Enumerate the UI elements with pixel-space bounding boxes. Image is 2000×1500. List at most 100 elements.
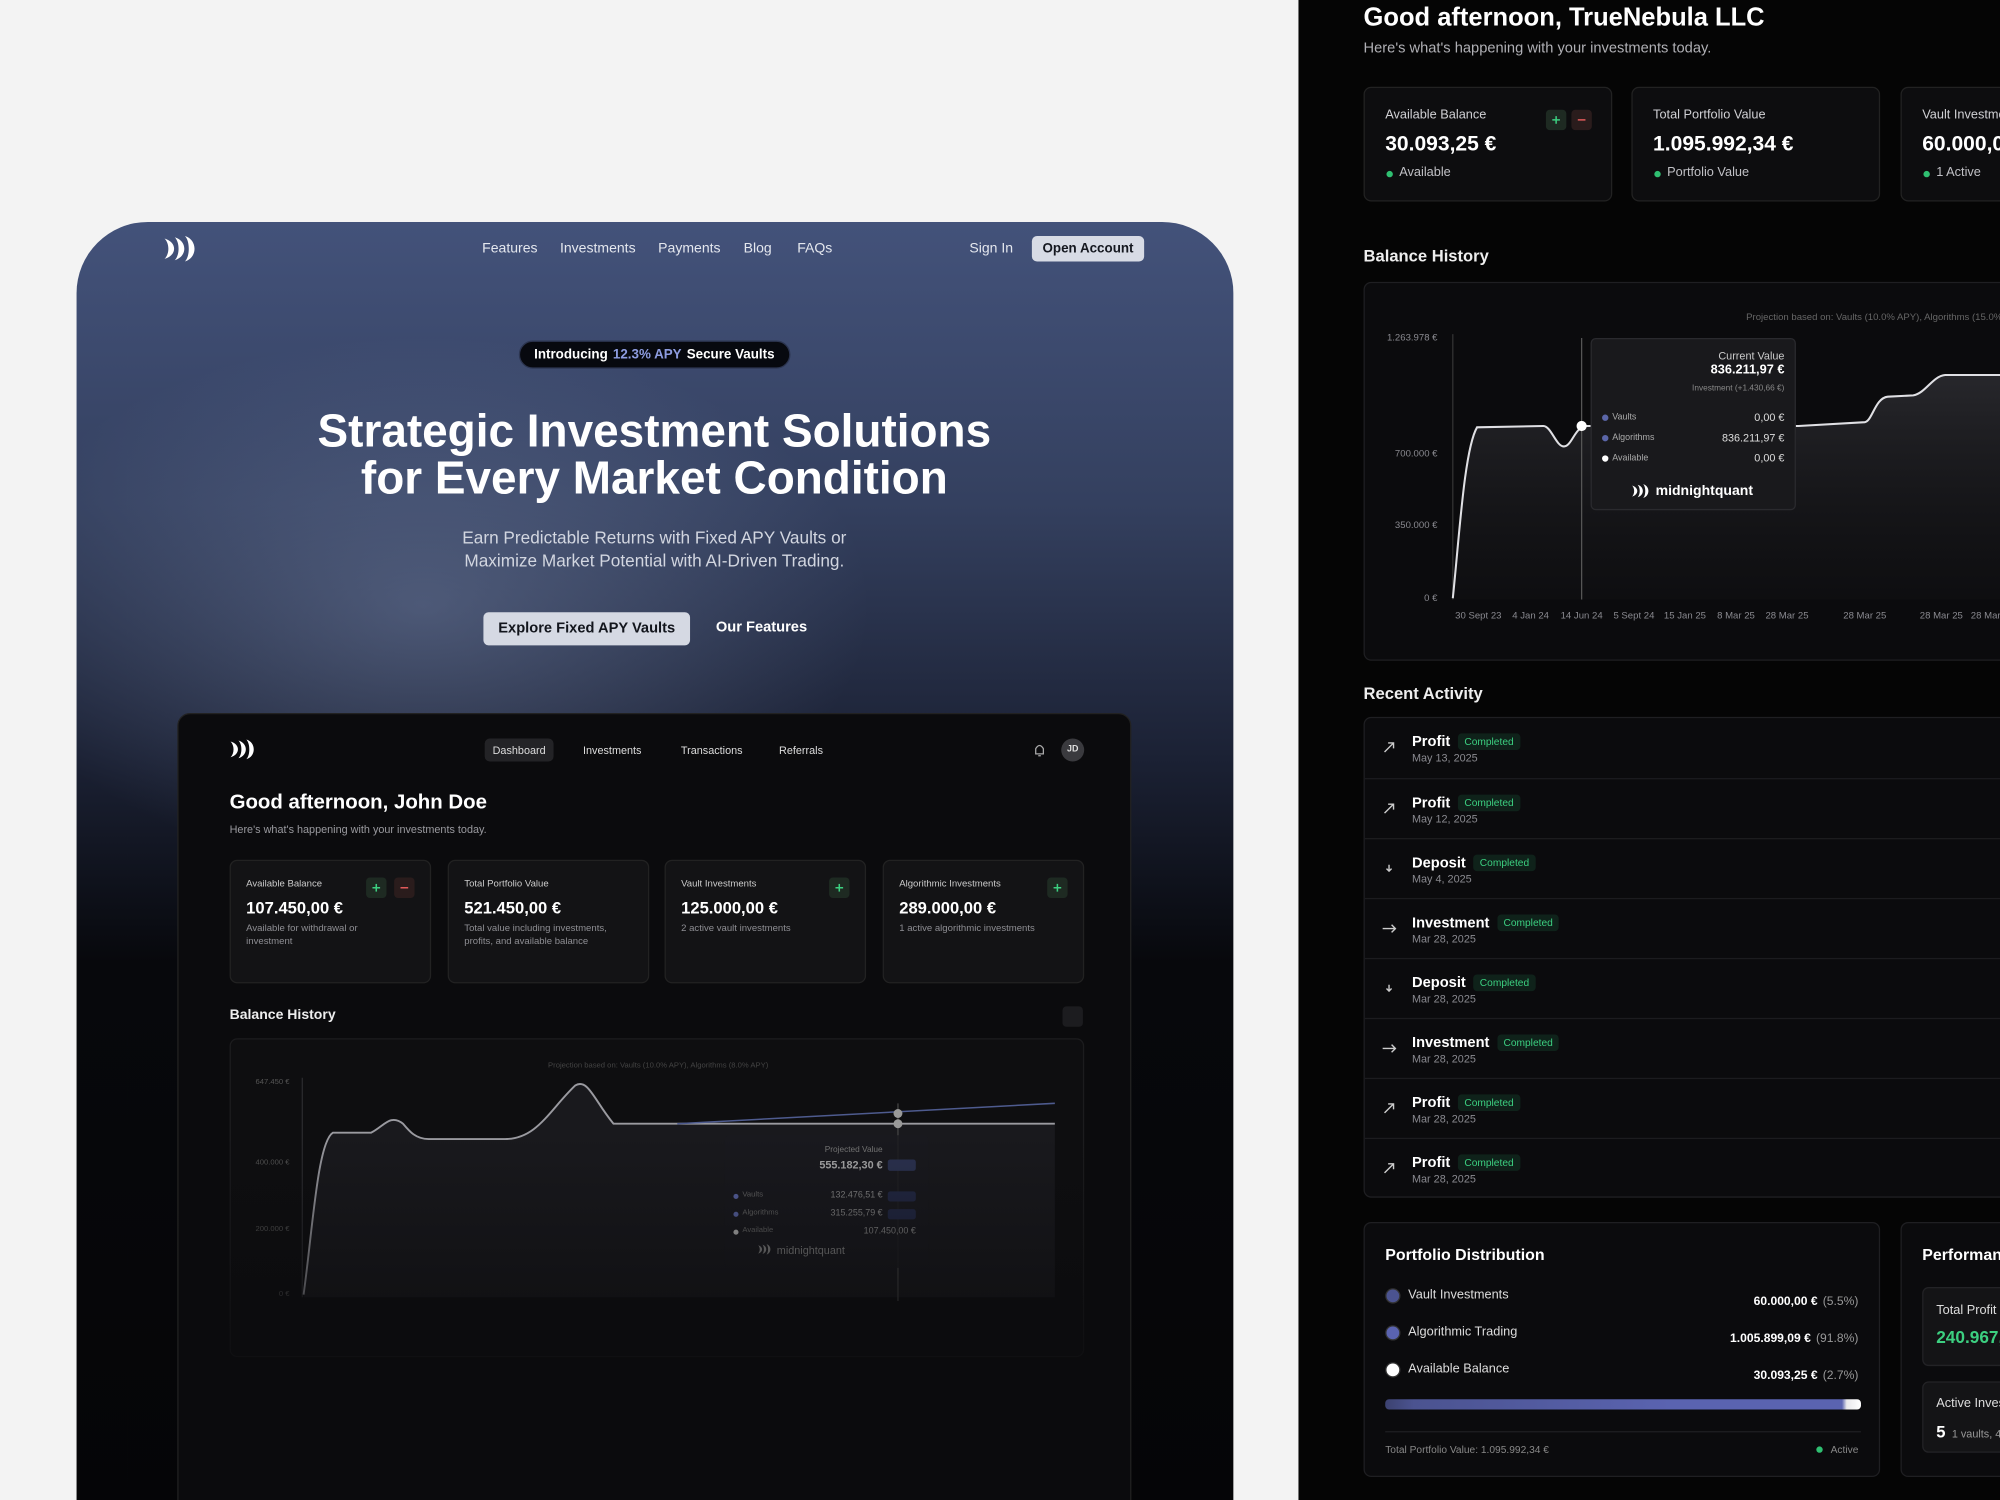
activity-type: Profit: [1411, 734, 1451, 750]
x-axis-label: 14 Jun 24: [1560, 609, 1603, 622]
icon-button[interactable]: [829, 877, 850, 898]
icon-button[interactable]: [1047, 877, 1068, 898]
tooltip-row-label: Algorithms: [1612, 433, 1655, 443]
tooltip-investment: Investment (+1.430,66 €): [1692, 383, 1785, 393]
logo-arc: [184, 235, 195, 262]
primary-button[interactable]: Explore Fixed APY Vaults: [483, 612, 691, 646]
chart-panel: Projection based on: Vaults (10.0% APY),…: [1363, 281, 2000, 661]
avatar[interactable]: JD: [1061, 738, 1085, 762]
y-axis-label: 0 €: [1424, 591, 1438, 604]
item-share: (5.5%): [1822, 1294, 1859, 1309]
arrow-shape: [1385, 864, 1393, 873]
status-badge: Completed: [1497, 914, 1560, 932]
item-figure: 30.093,25 € (2.7%): [1754, 1364, 1859, 1384]
activity-date: Mar 28, 2025: [1411, 992, 1476, 1006]
nav-link[interactable]: Features: [482, 241, 538, 257]
activity-type: Deposit: [1411, 855, 1466, 872]
dashboard-panel: Good afternoon, TrueNebula LLC Here's wha…: [1298, 0, 2000, 1500]
card-value: 30.093,25 €: [1385, 132, 1497, 156]
card-title: Portfolio Distribution: [1385, 1246, 1545, 1265]
status-badge: Completed: [1457, 1094, 1521, 1111]
activity-type: Profit: [1411, 1155, 1451, 1171]
card-value: 1.095.992,34 €: [1653, 132, 1794, 156]
x-axis-label: 8 Mar 25: [1717, 609, 1755, 622]
activity-row[interactable]: Investment Completed Mar 28, 2025: [1364, 897, 2000, 958]
item-value: 1.005.899,09 €: [1730, 1331, 1811, 1346]
tooltip-title: Current Value: [1718, 349, 1785, 363]
card-note: 2 active vault investments: [681, 922, 791, 934]
activity-type: Investment: [1411, 915, 1490, 932]
arrow: [1384, 803, 1395, 814]
y-axis-label: 647.450 €: [255, 1079, 290, 1087]
card-label: Available Balance: [246, 877, 323, 890]
activity-row[interactable]: Investment Completed Mar 28, 2025: [1364, 1017, 2000, 1078]
icon-button[interactable]: [366, 877, 387, 898]
nav-tab[interactable]: Transactions: [680, 743, 743, 757]
nav-tab[interactable]: Investments: [583, 743, 642, 757]
logo-arc: [174, 237, 185, 261]
icon-button[interactable]: [1571, 109, 1592, 131]
item-share: (2.7%): [1822, 1368, 1859, 1383]
activity-row[interactable]: Deposit Completed May 4, 2025: [1364, 838, 2000, 898]
activity-title-line: Deposit Completed: [1412, 973, 1536, 992]
card-label: Vault Investments: [1922, 108, 2000, 123]
status-dot: [1816, 1446, 1823, 1453]
projection-line: [677, 1102, 1055, 1125]
sign-in-link[interactable]: Sign In: [969, 241, 1014, 257]
chart-note: Projection based on: Vaults (10.0% APY),…: [1746, 311, 2000, 323]
summary-card: Total Portfolio Value 521.450,00 € Total v…: [447, 859, 650, 984]
open-account-button[interactable]: Open Account: [1031, 235, 1145, 262]
icon-button[interactable]: [394, 877, 415, 898]
activity-row[interactable]: Profit Completed Mar 28, 2025: [1364, 1077, 2000, 1138]
arrow: [1384, 1163, 1395, 1174]
y-axis-label: 700.000 €: [1394, 447, 1438, 460]
stat-value: 5: [1936, 1422, 1946, 1442]
activity-title-line: Investment Completed: [1412, 1033, 1560, 1052]
activity-row[interactable]: Profit Completed May 12, 2025: [1364, 778, 2000, 838]
nav-link[interactable]: Investments: [559, 241, 636, 257]
card-value: 125.000,00 €: [681, 897, 778, 918]
card-label: Available Balance: [1385, 108, 1487, 123]
card-label: Total Portfolio Value: [1653, 108, 1766, 123]
summary-card: Available Balance 107.450,00 € Available f…: [229, 859, 432, 984]
stat-note: 1 vaults, 4: [1951, 1427, 2000, 1441]
stat-box: Active Investments 5 1 vaults, 4: [1922, 1381, 2000, 1453]
status-dot: [1654, 170, 1661, 178]
arrow: [1384, 1103, 1395, 1114]
plus-icon: [1552, 116, 1560, 124]
card-value: 60.000,00 €: [1922, 132, 2000, 156]
card-status: Available: [1399, 165, 1451, 180]
card-status: 1 Active: [1936, 165, 1981, 180]
activity-type: Profit: [1411, 1095, 1451, 1111]
plus-icon: [835, 883, 844, 892]
nav-tab[interactable]: Dashboard: [492, 743, 546, 757]
badge-text: Introducing: [534, 346, 608, 363]
activity-icon: [1384, 742, 1395, 753]
activity-list: Profit Completed May 13, 2025 Profit Complet…: [1363, 716, 2000, 1198]
activity-title-line: Profit Completed: [1411, 732, 1521, 751]
secondary-button[interactable]: Our Features: [715, 619, 808, 636]
stat-label: Active Investments: [1936, 1396, 2000, 1411]
activity-row[interactable]: Profit Completed May 13, 2025: [1365, 718, 2000, 778]
tooltip-row-value: 836.211,97 €: [1721, 431, 1785, 444]
summary-card: Vault Investments 60.000,00 € 1 Active: [1900, 86, 2000, 202]
hero-subtitle: Maximize Market Potential with AI-Driven…: [464, 551, 845, 571]
activity-row[interactable]: Deposit Completed Mar 28, 2025: [1364, 957, 2000, 1018]
activity-title-line: Profit Completed: [1412, 793, 1521, 812]
activity-row[interactable]: Profit Completed Mar 28, 2025: [1364, 1137, 2000, 1197]
hero-title: for Every Market Condition: [360, 451, 948, 504]
nav-link[interactable]: FAQs: [797, 241, 833, 257]
activity-type: Deposit: [1411, 975, 1466, 992]
nav-tab[interactable]: Referrals: [779, 743, 824, 757]
refresh-button[interactable]: [1062, 1006, 1083, 1027]
icon-button[interactable]: [1545, 109, 1567, 131]
y-axis-label: 350.000 €: [1394, 519, 1438, 531]
fade-overlay: [178, 1135, 1131, 1500]
nav-link[interactable]: Payments: [658, 241, 721, 257]
item-label: Vault Investments: [1408, 1288, 1509, 1303]
arrow: [1385, 984, 1393, 993]
x-axis-label: 28 Mar 25: [1843, 609, 1887, 622]
nav-link[interactable]: Blog: [743, 241, 772, 257]
hero-title: Strategic Investment Solutions: [317, 404, 992, 457]
